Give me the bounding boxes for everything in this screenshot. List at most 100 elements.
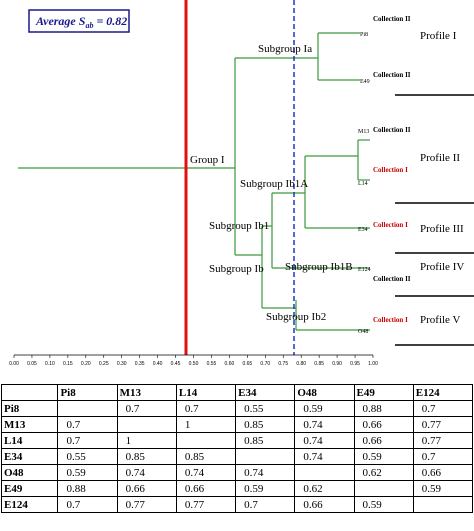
table-row: M13 0.7 1 0.85 0.74 0.66 0.77 — [0, 416, 474, 433]
table-header-row: Pi8 M13 L14 E34 O48 E49 E124 — [0, 384, 474, 401]
row-header-cell: L14 — [0, 432, 59, 449]
x-axis-tick-label: 0.20 — [81, 361, 91, 367]
x-axis-tick-label: 0.40 — [153, 361, 163, 367]
similarity-cell: 0.7 — [175, 400, 237, 417]
table-row: L14 0.7 1 0.85 0.74 0.66 0.77 — [0, 432, 474, 449]
x-axis-tick-label: 0.25 — [99, 361, 109, 367]
x-axis-tick-label: 0.90 — [332, 361, 342, 367]
similarity-cell: 0.85 — [116, 448, 177, 465]
group-1-label: Group I — [190, 154, 225, 166]
x-axis-tick-label: 0.15 — [63, 361, 73, 367]
collection-label-l14: Collection I — [373, 166, 408, 174]
row-header-cell: Pi8 — [0, 400, 59, 417]
profile-5-label: Profile V — [420, 314, 460, 326]
x-axis-ticks: 0.00 0.05 0.10 0.15 0.20 0.25 0.30 0.35 0.40 0.45… — [9, 355, 378, 367]
similarity-cell: 0.66 — [412, 464, 474, 481]
similarity-cell: 0.62 — [353, 464, 414, 481]
similarity-cell — [412, 496, 474, 513]
table-row: O48 0.59 0.74 0.74 0.74 0.62 0.66 — [0, 464, 474, 481]
similarity-cell: 0.7 — [412, 400, 474, 417]
similarity-cell: 0.7 — [412, 448, 474, 465]
similarity-cell: 0.55 — [57, 448, 118, 465]
similarity-cell: 0.59 — [353, 496, 414, 513]
leaf-e49: E49 — [360, 79, 370, 85]
collection-label-e49: Collection II — [373, 71, 411, 79]
similarity-cell: 0.59 — [294, 400, 355, 417]
similarity-cell — [57, 400, 118, 417]
subgroup-1b1b-label: Subgroup Ib1B — [285, 261, 353, 273]
leaf-m13: M13 — [358, 129, 369, 135]
similarity-matrix-table: Pi8 M13 L14 E34 O48 E49 E124 Pi8 0.7 0.7 0.… — [0, 384, 474, 513]
similarity-cell: 0.66 — [294, 496, 355, 513]
similarity-cell: 0.66 — [175, 480, 237, 497]
table-header-cell: E124 — [412, 384, 474, 401]
x-axis-tick-label: 0.65 — [242, 361, 252, 367]
table-header-cell: E49 — [353, 384, 414, 401]
similarity-cell: 0.66 — [353, 432, 414, 449]
x-axis-tick-label: 0.80 — [296, 361, 306, 367]
x-axis-tick-label: 0.55 — [207, 361, 217, 367]
row-header-cell: O48 — [0, 464, 59, 481]
similarity-cell: 1 — [175, 416, 237, 433]
similarity-cell: 0.77 — [412, 432, 474, 449]
profile-separators — [395, 94, 474, 346]
x-axis-tick-label: 0.10 — [45, 361, 55, 367]
x-axis-tick-label: 0.05 — [27, 361, 37, 367]
similarity-cell: 0.74 — [175, 464, 237, 481]
table-header-cell: L14 — [175, 384, 237, 401]
similarity-cell: 0.7 — [57, 496, 118, 513]
similarity-cell: 0.7 — [57, 416, 118, 433]
average-label: Average Sab = 0.82 — [35, 14, 127, 30]
table-header-cell: M13 — [116, 384, 177, 401]
similarity-cell: 0.66 — [116, 480, 177, 497]
row-header-cell: E124 — [0, 496, 59, 513]
similarity-cell: 0.59 — [353, 448, 414, 465]
x-axis-tick-label: 0.35 — [135, 361, 145, 367]
subgroup-1b1a-label: Subgroup Ib1A — [240, 178, 308, 190]
similarity-cell: 0.74 — [294, 448, 355, 465]
similarity-cell: 0.77 — [412, 416, 474, 433]
leaf-o48: O48 — [358, 329, 368, 335]
similarity-cell — [294, 464, 355, 481]
similarity-cell: 0.59 — [235, 480, 296, 497]
similarity-cell: 0.77 — [175, 496, 237, 513]
x-axis-tick-label: 1.00 — [368, 361, 378, 367]
similarity-cell: 0.74 — [294, 416, 355, 433]
similarity-cell: 0.88 — [57, 480, 118, 497]
collection-label-m13: Collection II — [373, 126, 411, 134]
similarity-cell: 0.88 — [353, 400, 414, 417]
x-axis-tick-label: 0.85 — [314, 361, 324, 367]
similarity-cell: 0.7 — [235, 496, 296, 513]
subgroup-1b2-label: Subgroup Ib2 — [266, 311, 326, 323]
subgroup-1a-label: Subgroup Ia — [258, 43, 312, 55]
table-row: E34 0.55 0.85 0.85 0.74 0.59 0.7 — [0, 448, 474, 465]
similarity-cell — [175, 432, 237, 449]
x-axis-tick-label: 0.95 — [350, 361, 360, 367]
dendrogram-tree — [18, 32, 370, 331]
similarity-cell: 0.55 — [235, 400, 296, 417]
leaf-l14: L14 — [358, 181, 368, 187]
subgroup-1b-label: Subgroup Ib — [209, 263, 264, 275]
x-axis-tick-label: 0.75 — [278, 361, 288, 367]
leaf-e34: E34 — [358, 227, 368, 233]
collection-label-e124: Collection II — [373, 275, 411, 283]
table-header-cell: Pi8 — [57, 384, 118, 401]
collection-label-o48: Collection I — [373, 316, 408, 324]
table-header-cell: O48 — [294, 384, 355, 401]
similarity-cell: 0.59 — [412, 480, 474, 497]
row-header-cell: M13 — [0, 416, 59, 433]
similarity-cell: 0.85 — [235, 432, 296, 449]
similarity-cell: 0.74 — [235, 464, 296, 481]
table-row: Pi8 0.7 0.7 0.55 0.59 0.88 0.7 — [0, 400, 474, 417]
table-row: E49 0.88 0.66 0.66 0.59 0.62 0.59 — [0, 480, 474, 497]
similarity-cell: 0.74 — [116, 464, 177, 481]
similarity-cell: 0.85 — [235, 416, 296, 433]
similarity-cell: 0.85 — [175, 448, 237, 465]
x-axis-tick-label: 0.60 — [225, 361, 235, 367]
similarity-cell: 0.66 — [353, 416, 414, 433]
similarity-cell: 0.7 — [116, 400, 177, 417]
similarity-cell: 0.7 — [57, 432, 118, 449]
x-axis-tick-label: 0.50 — [189, 361, 199, 367]
similarity-cell: 1 — [116, 432, 177, 449]
x-axis-tick-label: 0.00 — [9, 361, 19, 367]
